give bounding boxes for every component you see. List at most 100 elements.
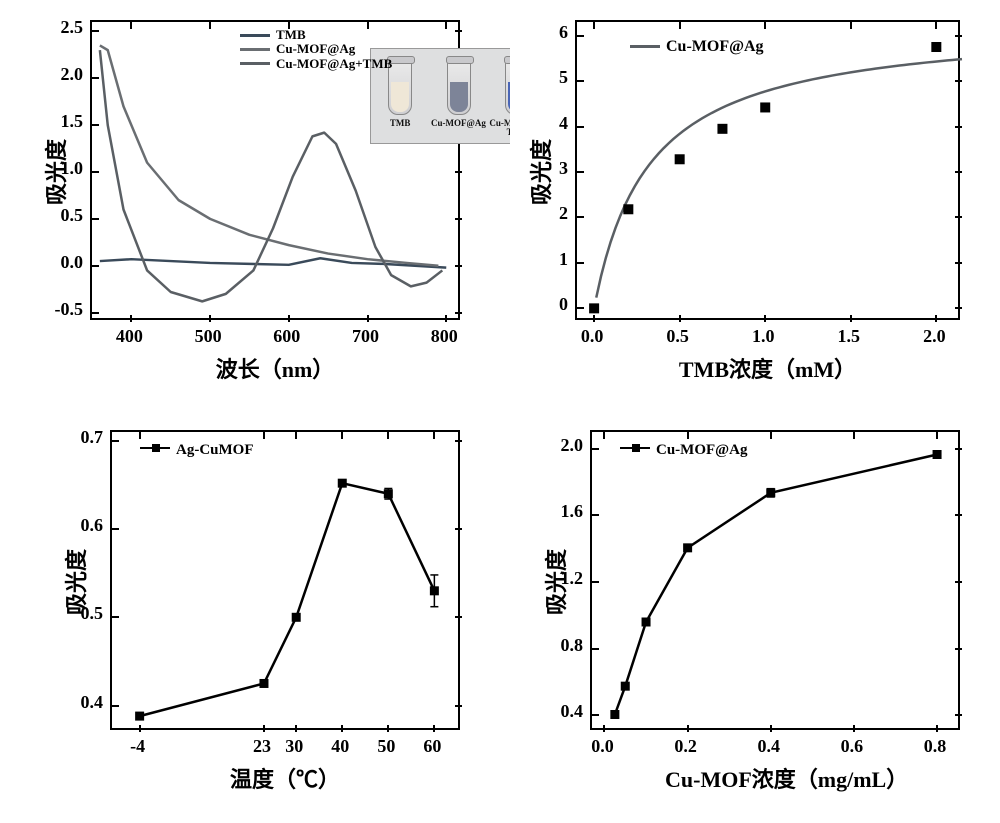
xtick <box>295 432 297 439</box>
ytick <box>955 648 962 650</box>
xtick <box>433 725 435 732</box>
legend-swatch <box>240 48 270 51</box>
xtick <box>433 432 435 439</box>
ytick <box>577 171 584 173</box>
ytick-label: -0.5 <box>35 299 83 320</box>
ytick <box>455 312 462 314</box>
plot-svg <box>592 432 962 732</box>
xtick <box>263 725 265 732</box>
ytick <box>955 35 962 37</box>
legend-item: Cu-MOF@Ag+TMB <box>240 57 392 71</box>
ytick <box>592 648 599 650</box>
ytick-label: 0.0 <box>35 252 83 273</box>
xtick <box>209 315 211 322</box>
xtick <box>263 432 265 439</box>
y-axis-label: 吸光度 <box>39 112 71 232</box>
ytick <box>577 262 584 264</box>
x-axis-label: 波长（nm） <box>165 352 385 384</box>
ytick <box>955 714 962 716</box>
legend-item: Cu-MOF@Ag <box>620 442 747 459</box>
ytick-label: 0.4 <box>535 701 583 722</box>
ytick <box>455 265 462 267</box>
data-marker <box>135 712 144 721</box>
ytick <box>92 77 99 79</box>
xtick-label: 60 <box>402 736 462 757</box>
plot-area <box>575 20 960 320</box>
legend-label: Cu-MOF@Ag <box>656 442 747 459</box>
data-marker <box>430 586 439 595</box>
xtick <box>853 725 855 732</box>
ytick <box>577 216 584 218</box>
ytick-label: 0.4 <box>55 692 103 713</box>
legend-label: TMB <box>276 28 306 42</box>
legend-label: Cu-MOF@Ag <box>666 38 764 56</box>
xtick-label: 1.0 <box>733 326 793 347</box>
xtick-label: -4 <box>108 736 168 757</box>
xtick-label: 400 <box>99 326 159 347</box>
xtick <box>764 315 766 322</box>
ytick <box>955 262 962 264</box>
plot-svg <box>577 22 962 322</box>
legend-swatch <box>240 62 270 65</box>
legend-label: Cu-MOF@Ag+TMB <box>276 57 392 71</box>
xtick <box>764 22 766 29</box>
ytick <box>92 312 99 314</box>
data-marker <box>683 543 692 552</box>
legend-item: Cu-MOF@Ag <box>630 38 764 56</box>
ytick <box>92 124 99 126</box>
ytick-label: 6 <box>520 22 568 43</box>
xtick <box>935 315 937 322</box>
data-marker <box>589 303 599 313</box>
tube-fill <box>391 82 409 112</box>
xtick <box>593 22 595 29</box>
tube-fill <box>450 82 468 112</box>
xtick <box>679 22 681 29</box>
ytick <box>577 307 584 309</box>
fit-curve <box>596 59 962 297</box>
y-axis-label: 吸光度 <box>524 112 556 232</box>
ytick <box>577 126 584 128</box>
xtick <box>387 432 389 439</box>
xtick <box>445 315 447 322</box>
x-axis-label: TMB浓度（mM） <box>658 352 878 384</box>
xtick <box>770 432 772 439</box>
xtick-label: 0.6 <box>822 736 882 757</box>
xtick <box>139 432 141 439</box>
xtick-label: 700 <box>336 326 396 347</box>
ytick-label: 5 <box>520 67 568 88</box>
plot-svg <box>112 432 462 732</box>
ytick <box>592 581 599 583</box>
ytick <box>112 616 119 618</box>
legend: Cu-MOF@Ag <box>630 38 764 56</box>
data-marker <box>610 710 619 719</box>
ytick <box>92 30 99 32</box>
ytick <box>577 35 584 37</box>
xtick <box>936 432 938 439</box>
ytick <box>455 440 462 442</box>
ytick <box>955 171 962 173</box>
panel-A: TMBCu-MOF@AgCu-MOF@AgTMB400500600700800-… <box>20 10 490 400</box>
ytick <box>455 705 462 707</box>
xtick <box>139 725 141 732</box>
inset-tube <box>447 61 471 115</box>
xtick <box>130 315 132 322</box>
ytick <box>592 714 599 716</box>
xtick-label: 2.0 <box>904 326 964 347</box>
data-marker <box>259 679 268 688</box>
ytick <box>112 440 119 442</box>
ytick-label: 2.0 <box>35 64 83 85</box>
panel-D: 0.00.20.40.60.80.40.81.21.62.0Cu-MOF浓度（m… <box>510 420 980 810</box>
xtick <box>936 725 938 732</box>
xtick-label: 0.5 <box>648 326 708 347</box>
data-marker <box>717 124 727 134</box>
ytick <box>92 171 99 173</box>
inset-tube-label: Cu-MOF@Ag <box>429 119 487 128</box>
ytick <box>592 448 599 450</box>
xtick <box>593 315 595 322</box>
xtick <box>687 725 689 732</box>
xtick-label: 0.4 <box>739 736 799 757</box>
legend-item: Cu-MOF@Ag <box>240 42 392 56</box>
xtick-label: 0.0 <box>572 736 632 757</box>
ytick <box>955 216 962 218</box>
xtick <box>130 22 132 29</box>
